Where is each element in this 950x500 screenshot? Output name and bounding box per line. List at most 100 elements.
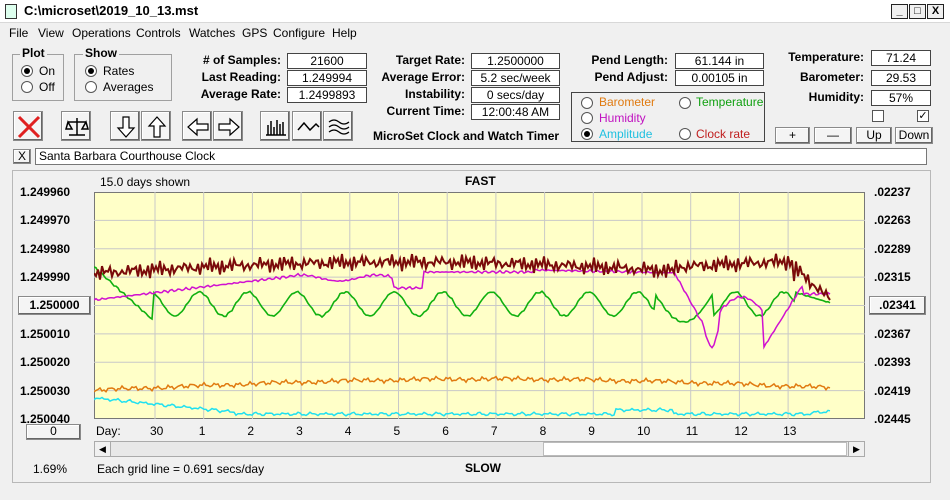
last-reading-label: Last Reading: [201,70,281,84]
menu-watches[interactable]: Watches [189,26,236,40]
chart-frame [12,170,931,483]
menu-view[interactable]: View [38,26,64,40]
left-tick-label: 1.250010 [20,326,71,341]
barometer-trace [94,375,831,393]
amplitude-radio[interactable] [581,128,593,140]
day-tick-label: 12 [734,424,748,438]
plot-off-label: Off [39,80,55,94]
day-tick-label: 6 [442,424,449,438]
wave-button[interactable] [292,111,322,141]
right-tick-label: .02367 [874,326,911,341]
right-center-button[interactable]: .02341 [869,296,926,315]
plus-button[interactable]: + [775,127,810,144]
minimize-button[interactable]: _ [891,4,908,19]
center-value-button[interactable]: 1.250000 [18,296,91,315]
days-shown-label: 15.0 days shown [100,175,191,189]
temperature-radio[interactable] [679,97,691,109]
arrow-up-button[interactable] [141,111,171,141]
multiwave-button[interactable] [323,111,353,141]
menu-gps[interactable]: GPS [242,26,268,40]
pend-adjust-label: Pend Adjust: [594,70,668,84]
pend-adjust-field: 0.00105 in [675,70,764,86]
fast-label: FAST [465,174,496,188]
left-tick-label: 1.249960 [20,185,71,199]
samples-field: 21600 [287,53,367,69]
arrow-left-icon [187,117,209,137]
minus-button[interactable]: — [814,127,852,144]
checkbox-1[interactable] [872,110,884,122]
arrow-left-button[interactable] [182,111,212,141]
overlay-selector [571,92,765,142]
amplitude-trace [94,396,831,417]
up-button[interactable]: Up [856,127,892,144]
arrow-down-icon [116,116,136,138]
bars-button[interactable] [260,111,290,141]
last-reading-field: 1.249994 [287,70,367,86]
show-averages-radio[interactable] [85,81,97,93]
scroll-left-icon[interactable]: ◀ [95,442,111,456]
arrow-down-button[interactable] [110,111,140,141]
humidity-radio[interactable] [581,112,593,124]
barometer-option-label: Barometer [599,95,656,109]
plot-group-title: Plot [20,46,47,60]
plot-off-radio[interactable] [21,81,33,93]
temperature-field: 71.24 [871,50,931,66]
clock-rate-radio[interactable] [679,128,691,140]
left-tick-label: 1.249970 [20,213,71,228]
rate-trace [94,252,831,301]
barometer-radio[interactable] [581,97,593,109]
humidity-option-label: Humidity [599,111,646,125]
slow-label: SLOW [465,461,501,475]
plot-on-radio[interactable] [21,65,33,77]
percent-label: 1.69% [33,462,68,476]
right-tick-label: .02289 [874,241,911,256]
right-tick-label: .02445 [874,412,911,426]
average-rate-label: Average Rate: [200,87,281,101]
day-tick-label: 4 [344,424,352,438]
instability-field: 0 secs/day [471,87,560,103]
scroll-right-icon[interactable]: ▶ [848,442,864,456]
pend-length-label: Pend Length: [591,53,668,67]
arrow-right-button[interactable] [213,111,243,141]
cancel-button[interactable] [13,111,43,141]
target-rate-label: Target Rate: [395,53,465,67]
menu-controls[interactable]: Controls [136,26,181,40]
zero-button[interactable]: 0 [26,424,81,440]
day-tick-label: 1 [198,424,206,438]
day-tick-label: 7 [490,424,498,438]
horizontal-scrollbar[interactable]: ◀ ▶ [94,441,865,457]
show-rates-radio[interactable] [85,65,97,77]
menu-file[interactable]: File [9,26,29,40]
target-rate-field[interactable]: 1.2500000 [471,53,560,69]
pend-length-field[interactable]: 61.144 in [675,53,764,69]
clock-name-field[interactable]: Santa Barbara Courthouse Clock [35,148,927,165]
menu-configure[interactable]: Configure [273,26,326,40]
menu-help[interactable]: Help [332,26,357,40]
barometer-label: Barometer: [799,70,864,84]
down-button[interactable]: Down [895,127,933,144]
average-error-label: Average Error: [381,70,465,84]
arrow-right-icon [218,117,240,137]
right-tick-label: .02315 [874,270,911,285]
average-rate-field: 1.2499893 [287,87,367,103]
day-tick-label: 5 [393,424,401,438]
right-tick-label: .02263 [874,213,911,228]
scale-button[interactable] [61,111,91,141]
amplitude-option-label: Amplitude [599,127,653,141]
average-error-field: 5.2 sec/week [471,70,560,86]
day-tick-label: 11 [685,424,699,438]
clear-name-button[interactable]: X [13,149,31,164]
day-tick-label: 30 [150,424,164,438]
checkbox-2[interactable]: ✓ [917,110,929,122]
grid-note-label: Each grid line = 0.691 secs/day [97,462,265,476]
current-time-label: Current Time: [386,104,465,118]
window-title: C:\microset\2019_10_13.mst [24,3,199,18]
scroll-thumb[interactable] [543,442,847,456]
current-time-field: 12:00:48 AM [471,104,560,120]
app-caption: MicroSet Clock and Watch Timer [373,129,560,143]
left-tick-label: 1.250040 [20,412,71,426]
maximize-button[interactable]: □ [909,4,926,19]
menu-operations[interactable]: Operations [72,26,131,40]
left-tick-label: 1.249980 [20,241,71,256]
close-button[interactable]: X [927,4,944,19]
